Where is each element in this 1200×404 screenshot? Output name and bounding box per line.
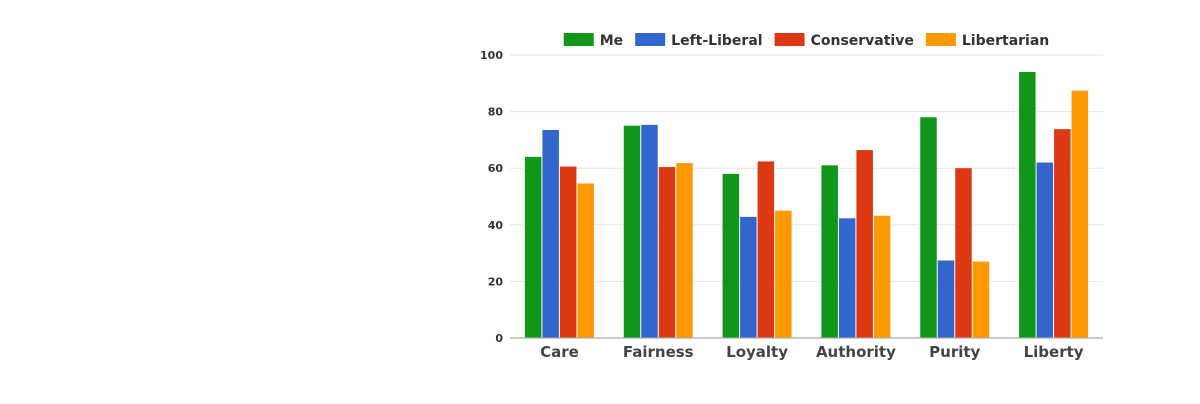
bar-me-purity[interactable] [920, 117, 937, 338]
bars [524, 71, 1089, 339]
y-tick-label: 80 [488, 106, 504, 119]
bar-me-authority[interactable] [821, 165, 838, 338]
bar-conservative-purity[interactable] [955, 168, 972, 338]
legend-label: Libertarian [962, 33, 1049, 49]
bar-left-liberal-fairness[interactable] [641, 124, 658, 338]
bar-me-care[interactable] [524, 156, 542, 338]
axes: 0 20 40 60 80 100 Care Fairness Loyalty Authority… [480, 49, 1103, 361]
bar-conservative-care[interactable] [559, 166, 577, 338]
bar-me-loyalty[interactable] [722, 173, 740, 338]
legend-label: Conservative [811, 33, 914, 49]
bar-conservative-fairness[interactable] [658, 167, 676, 338]
bar-libertarian-care[interactable] [577, 183, 594, 338]
bar-libertarian-authority[interactable] [873, 215, 891, 338]
bar-left-liberal-purity[interactable] [937, 260, 955, 338]
bar-libertarian-fairness[interactable] [676, 163, 693, 338]
bar-conservative-liberty[interactable] [1054, 129, 1071, 338]
bar-me-fairness[interactable] [623, 125, 641, 338]
bar-left-liberal-authority[interactable] [838, 218, 856, 338]
gridlines [510, 54, 1103, 282]
bar-me-liberty[interactable] [1019, 71, 1036, 338]
legend-label: Left-Liberal [671, 33, 762, 49]
legend-swatch[interactable] [774, 33, 805, 46]
legend-label: Me [600, 33, 623, 49]
y-tick-label: 60 [488, 162, 504, 175]
y-tick-label: 0 [495, 332, 503, 345]
y-tick-label: 100 [480, 49, 503, 62]
bar-conservative-loyalty[interactable] [757, 161, 775, 338]
bar-libertarian-purity[interactable] [972, 261, 990, 338]
bar-libertarian-liberty[interactable] [1071, 90, 1089, 339]
x-tick-label: Fairness [623, 343, 694, 361]
x-tick-label: Care [540, 343, 579, 361]
x-tick-label: Loyalty [726, 343, 788, 361]
y-tick-label: 40 [488, 219, 504, 232]
bar-left-liberal-care[interactable] [542, 129, 559, 338]
bar-left-liberal-loyalty[interactable] [740, 216, 757, 338]
x-tick-label: Purity [929, 343, 980, 361]
legend-swatch[interactable] [635, 33, 666, 46]
legend-swatch[interactable] [925, 33, 956, 46]
x-tick-label: Authority [816, 343, 896, 361]
bar-left-liberal-liberty[interactable] [1036, 162, 1054, 338]
x-tick-label: Liberty [1024, 343, 1084, 361]
bar-conservative-authority[interactable] [856, 150, 873, 338]
bar-libertarian-loyalty[interactable] [775, 210, 792, 338]
y-tick-label: 20 [488, 275, 504, 288]
legend[interactable]: Me Left-Liberal Conservative Libertarian [563, 33, 1050, 49]
legend-swatch[interactable] [563, 33, 594, 46]
